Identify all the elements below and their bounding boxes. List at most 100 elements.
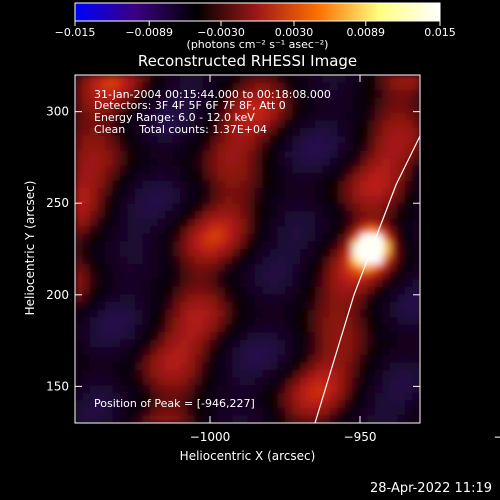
heatmap-cell <box>187 392 196 401</box>
heatmap-cell <box>307 112 316 121</box>
heatmap-cell <box>375 249 384 258</box>
heatmap-cell <box>285 377 294 386</box>
heatmap-cell <box>300 82 309 91</box>
heatmap-cell <box>285 370 294 379</box>
heatmap-cell <box>187 377 196 386</box>
heatmap-cell <box>277 120 286 129</box>
heatmap-cell <box>390 415 399 423</box>
heatmap-cell <box>307 332 316 341</box>
heatmap-cell <box>127 105 136 114</box>
heatmap-cell <box>390 75 399 84</box>
heatmap-cell <box>322 105 331 114</box>
heatmap-cell <box>405 370 414 379</box>
heatmap-cell <box>345 112 354 121</box>
heatmap-cell <box>360 294 369 303</box>
heatmap-cell <box>397 90 406 99</box>
heatmap-cell <box>262 317 271 326</box>
heatmap-cell <box>202 127 211 137</box>
heatmap-cell <box>142 211 151 220</box>
heatmap-cell <box>135 158 144 167</box>
heatmap-cell <box>405 211 414 220</box>
heatmap-cell <box>345 241 354 250</box>
heatmap-cell <box>105 309 114 318</box>
heatmap-cell <box>195 354 204 364</box>
heatmap-cell <box>82 127 91 137</box>
heatmap-cell <box>120 354 129 364</box>
heatmap-cell <box>142 377 151 386</box>
heatmap-cell <box>157 309 166 318</box>
heatmap-cell <box>322 135 331 144</box>
heatmap-cell <box>120 112 129 121</box>
heatmap-cell <box>157 82 166 91</box>
heatmap-cell <box>180 392 189 401</box>
heatmap-cell <box>195 196 204 205</box>
heatmap-cell <box>270 400 279 409</box>
heatmap-cell <box>405 249 414 258</box>
heatmap-cell <box>232 218 241 227</box>
heatmap-cell <box>142 75 151 84</box>
heatmap-cell <box>337 415 346 423</box>
heatmap-cell <box>217 415 226 423</box>
heatmap-cell <box>157 407 166 417</box>
heatmap-cell <box>247 249 256 258</box>
heatmap-cell <box>360 362 369 371</box>
heatmap-cell <box>202 135 211 144</box>
heatmap-cell <box>255 286 264 295</box>
heatmap-cell <box>232 271 241 280</box>
heatmap-cell <box>277 324 286 333</box>
heatmap-cell <box>300 90 309 99</box>
heatmap-cell <box>390 158 399 167</box>
heatmap-cell <box>105 264 114 273</box>
heatmap-cell <box>97 256 106 265</box>
heatmap-cell <box>337 256 346 265</box>
heatmap-cell <box>75 203 84 212</box>
heatmap-cell <box>135 143 144 152</box>
heatmap-cell <box>292 392 301 401</box>
heatmap-cell <box>307 309 316 318</box>
heatmap-cell <box>255 324 264 333</box>
heatmap-cell <box>105 286 114 295</box>
heatmap-cell <box>322 301 331 311</box>
heatmap-cell <box>120 415 129 423</box>
heatmap-cell <box>277 150 286 159</box>
heatmap-cell <box>382 75 391 84</box>
heatmap-cell <box>232 415 241 423</box>
heatmap-cell <box>90 301 99 311</box>
heatmap-cell <box>367 226 376 235</box>
heatmap-cell <box>382 370 391 379</box>
heatmap-cell <box>172 370 181 379</box>
heatmap-cell <box>330 400 339 409</box>
heatmap-cell <box>150 286 159 295</box>
heatmap-cell <box>90 158 99 167</box>
heatmap-cell <box>345 271 354 280</box>
heatmap-cell <box>367 264 376 273</box>
heatmap-cell <box>285 324 294 333</box>
heatmap-cell <box>142 82 151 91</box>
heatmap-cell <box>315 400 324 409</box>
heatmap-cell <box>367 180 376 190</box>
heatmap-cell <box>217 135 226 144</box>
heatmap-cell <box>210 112 219 121</box>
heatmap-cell <box>330 241 339 250</box>
heatmap-cell <box>405 271 414 280</box>
heatmap-cell <box>330 233 339 243</box>
heatmap-cell <box>322 392 331 401</box>
heatmap-cell <box>180 339 189 348</box>
heatmap-cell <box>232 211 241 220</box>
heatmap-cell <box>165 339 174 348</box>
heatmap-cell <box>157 112 166 121</box>
heatmap-cell <box>232 362 241 371</box>
heatmap-cell <box>360 226 369 235</box>
heatmap-cell <box>240 97 249 106</box>
heatmap-cell <box>270 271 279 280</box>
heatmap-cell <box>202 150 211 159</box>
heatmap-cell <box>412 211 420 220</box>
x-tick-label: −1000 <box>190 430 231 444</box>
heatmap-cell <box>142 90 151 99</box>
heatmap-cell <box>315 105 324 114</box>
heatmap-cell <box>172 196 181 205</box>
heatmap-cell <box>232 301 241 311</box>
heatmap-cell <box>82 196 91 205</box>
heatmap-cell <box>157 377 166 386</box>
heatmap-cell <box>165 233 174 243</box>
